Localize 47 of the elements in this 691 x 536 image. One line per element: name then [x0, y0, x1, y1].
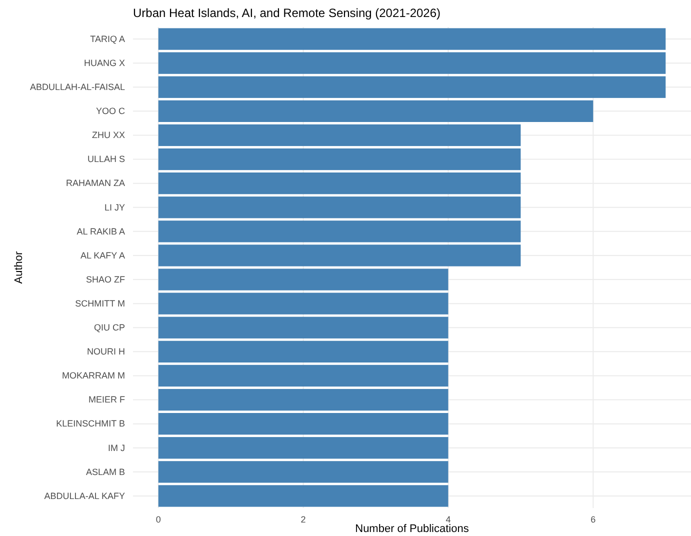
bar [158, 413, 448, 435]
y-tick-label: NOURI H [87, 346, 125, 357]
bar [158, 316, 448, 338]
y-tick-label: ZHU XX [92, 130, 125, 140]
y-tick-label: LI JY [104, 202, 125, 212]
y-tick-label: ULLAH S [87, 154, 125, 164]
bar [158, 388, 448, 411]
bar [158, 52, 666, 74]
bar [158, 148, 521, 170]
bar [158, 100, 594, 122]
y-tick-label: ABDULLA-AL KAFY [44, 490, 125, 501]
y-tick-label: IM J [108, 442, 125, 453]
y-tick-label: AL KAFY A [80, 250, 125, 260]
bar [158, 244, 521, 266]
y-tick-label: YOO C [96, 106, 126, 116]
y-tick-label: ABDULLAH-AL-FAISAL [30, 82, 125, 92]
bar [158, 364, 448, 387]
bar [158, 461, 448, 483]
y-tick-label: TARIQ A [90, 34, 125, 44]
bar [158, 172, 521, 194]
y-tick-label: MOKARRAM M [62, 370, 125, 381]
y-tick-label: KLEINSCHMIT B [56, 418, 125, 429]
bar [158, 76, 666, 98]
y-tick-label: SCHMITT M [75, 298, 125, 308]
y-tick-label: HUANG X [84, 58, 125, 68]
x-tick-label: 2 [300, 514, 306, 524]
y-tick-label: RAHAMAN ZA [66, 178, 125, 188]
y-tick-label: AL RAKIB A [76, 226, 125, 236]
x-tick-label: 0 [156, 514, 161, 524]
y-axis-title: Author [13, 250, 25, 284]
bar [158, 124, 521, 146]
bar [158, 28, 666, 50]
y-tick-label: QIU CP [94, 322, 125, 333]
x-tick-label: 6 [590, 514, 596, 524]
x-axis-title: Number of Publications [355, 523, 470, 535]
bar [158, 220, 521, 242]
x-tick-label: 4 [446, 514, 451, 524]
chart-title: Urban Heat Islands, AI, and Remote Sensing (2021-2026) [133, 6, 441, 20]
bar [158, 196, 521, 218]
y-tick-label: ASLAM B [86, 466, 125, 477]
bar [158, 437, 448, 459]
bar [158, 340, 448, 362]
y-tick-label: MEIER F [88, 394, 126, 405]
y-tick-label: SHAO ZF [86, 274, 126, 284]
bar [158, 485, 448, 507]
bar [158, 268, 448, 290]
bar [158, 292, 448, 314]
